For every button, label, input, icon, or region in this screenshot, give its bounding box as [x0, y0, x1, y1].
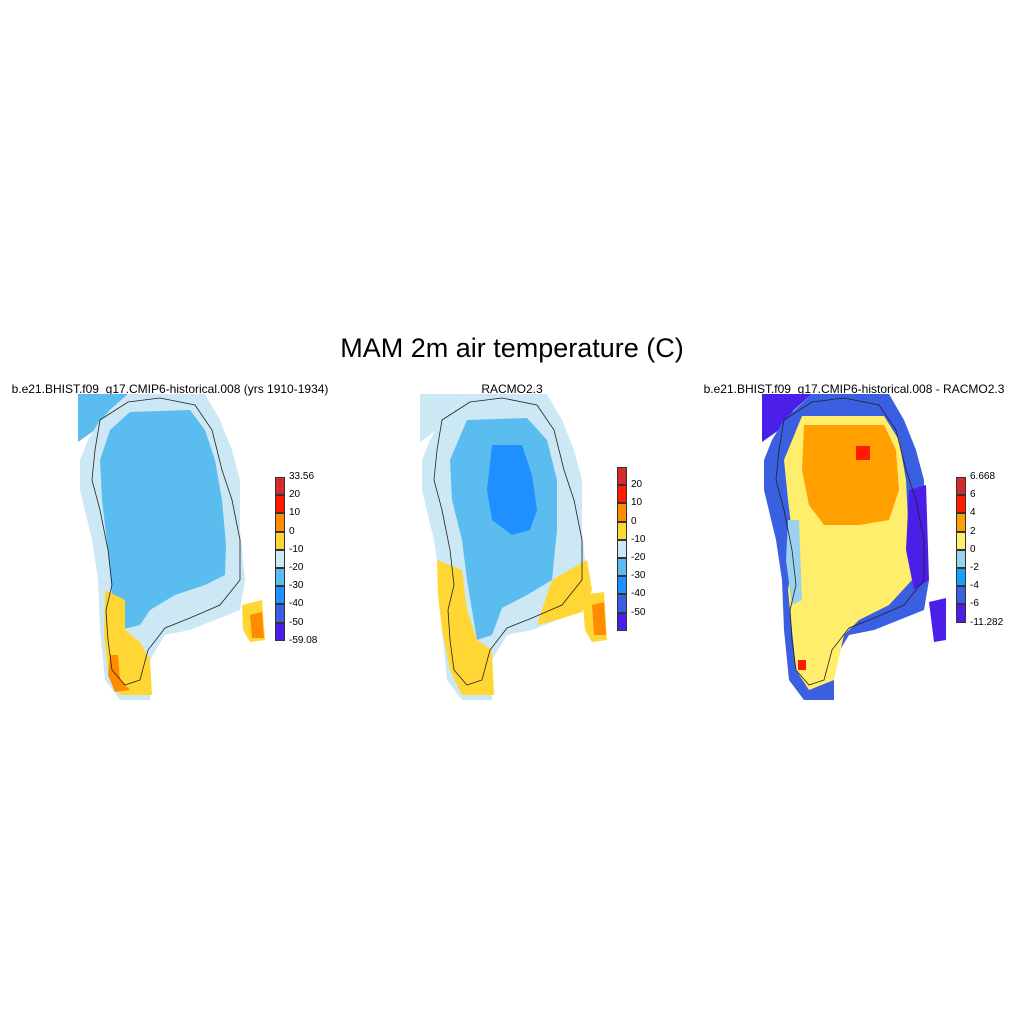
colorbar-tick-label: -6 [970, 598, 979, 610]
colorbar-swatch [275, 513, 285, 532]
colorbar-tick-label: 10 [631, 497, 643, 509]
panel-title-difference: b.e21.BHIST.f09_g17.CMIP6-historical.008… [703, 382, 1005, 396]
colorbar-swatch [275, 495, 285, 514]
colorbar-tick-label: 20 [631, 479, 643, 491]
panel-title-model: b.e21.BHIST.f09_g17.CMIP6-historical.008… [11, 382, 329, 396]
colorbar-tick-label: 4 [970, 507, 976, 519]
colorbar-tick-label: -4 [970, 580, 979, 592]
panel-difference: b.e21.BHIST.f09_g17.CMIP6-historical.008… [684, 380, 1024, 710]
colorbar-swatch [956, 568, 966, 587]
colorbar-tick-label: 6.668 [970, 471, 996, 482]
colorbar-tick-label: -40 [289, 598, 304, 610]
colorbar-swatch [956, 513, 966, 532]
colorbar-tick-label: -20 [289, 562, 304, 573]
colorbar-tick-label: 0 [970, 543, 976, 555]
colorbar-tick-label: -50 [631, 606, 646, 618]
colorbar-swatch [956, 495, 966, 514]
panel-title-racmo: RACMO2.3 [481, 382, 543, 396]
colorbar-tick-label: 10 [289, 507, 301, 519]
colorbar-swatch [275, 477, 285, 496]
colorbar-tick-label: -11.282 [970, 616, 1004, 628]
colorbar-tick-label: -10 [289, 543, 304, 555]
colorbar-tick-label: -20 [631, 552, 646, 563]
colorbar-tick-label: 0 [289, 525, 295, 537]
greenland-map-model [78, 394, 265, 700]
colorbar-swatch [275, 531, 285, 550]
panel-racmo: RACMO2.3 20 10 0 -10 -20 -30 -40 -50 [342, 380, 682, 710]
panel-model: b.e21.BHIST.f09_g17.CMIP6-historical.008… [0, 380, 340, 710]
colorbar-swatch [275, 604, 285, 623]
colorbar-tick-label: -40 [631, 588, 646, 600]
colorbar-tick-label: 2 [970, 525, 976, 537]
colorbar-swatch [617, 539, 627, 558]
colorbar-tick-label: -10 [631, 533, 646, 545]
colorbar-tick-label: -2 [970, 562, 979, 573]
colorbar-swatch [617, 503, 627, 522]
colorbar-tick-label: 20 [289, 489, 301, 501]
figure-title: MAM 2m air temperature (C) [340, 333, 684, 363]
colorbar-tick-label: -30 [289, 580, 304, 592]
colorbar-swatch [275, 622, 285, 641]
colorbar-swatch [275, 586, 285, 605]
colorbar-swatch [617, 612, 627, 631]
colorbar-swatch [956, 549, 966, 568]
colorbar-swatch [956, 586, 966, 605]
colorbar-tick-label: -50 [289, 616, 304, 628]
greenland-map-racmo [420, 394, 607, 700]
colorbar-swatch [617, 485, 627, 504]
colorbar-tick-label: 0 [631, 515, 637, 527]
colorbar-swatch [617, 521, 627, 540]
colorbar-swatch [617, 594, 627, 613]
colorbar-swatch [617, 576, 627, 595]
colorbar-swatch [617, 558, 627, 577]
colorbar-swatch [617, 467, 627, 486]
colorbar-swatch [275, 568, 285, 587]
colorbar-swatch [275, 549, 285, 568]
colorbar-swatch [956, 531, 966, 550]
colorbar-tick-label: -59.08 [289, 634, 318, 646]
greenland-map-difference [762, 394, 946, 700]
colorbar-swatch [956, 604, 966, 623]
colorbar-tick-label: -30 [631, 570, 646, 582]
colorbar-tick-label: 33.56 [289, 471, 315, 482]
colorbar-tick-label: 6 [970, 489, 976, 501]
colorbar-swatch [956, 477, 966, 496]
